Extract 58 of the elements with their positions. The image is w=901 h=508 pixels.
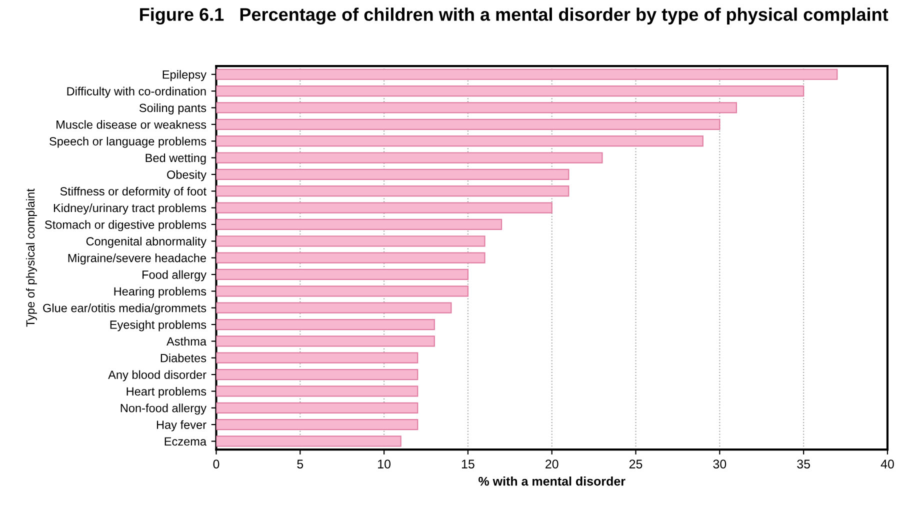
bar — [216, 302, 452, 314]
bar — [216, 286, 469, 297]
y-tick-label: Kidney/urinary tract problems — [54, 204, 206, 215]
bar — [216, 318, 435, 330]
y-tick-label: Asthma — [166, 336, 207, 346]
bar — [216, 136, 704, 147]
x-tick-label: 25 — [629, 460, 642, 468]
y-tick-label: Migraine/severe headache — [68, 254, 206, 265]
bar — [216, 336, 435, 347]
x-tick-label: 35 — [797, 460, 810, 468]
y-tick-label: Congenital abnormality — [86, 236, 207, 248]
bar — [216, 202, 552, 214]
bar — [216, 236, 486, 247]
y-tick-label: Hearing problems — [114, 286, 206, 298]
y-tick-label: Bed wetting — [146, 153, 206, 164]
y-tick-label: Obesity — [167, 170, 206, 182]
y-tick-label: Heart problems — [126, 386, 206, 398]
y-tick-label: Food allergy — [142, 270, 206, 282]
bar — [216, 436, 402, 447]
bar — [216, 102, 738, 114]
y-tick-label: Speech or language problems — [50, 136, 206, 148]
bar — [216, 252, 486, 264]
y-tick-label: Stiffness or deformity of foot — [60, 186, 206, 198]
x-tick-label: 15 — [462, 460, 474, 468]
x-tick-label: 10 — [378, 460, 391, 468]
bar — [216, 386, 418, 397]
y-tick-label: Eyesight problems — [110, 320, 206, 332]
x-tick-label: 5 — [297, 460, 304, 468]
y-tick-label: Diabetes — [160, 354, 206, 362]
bar — [216, 168, 570, 180]
chart-title: Figure 6.1 Percentage of children with a mental disorder by type of physical complaint — [140, 8, 888, 25]
bar — [216, 352, 418, 364]
y-tick-label: Hay fever — [156, 420, 206, 432]
bar — [216, 419, 418, 430]
y-tick-label: Epilepsy — [162, 70, 206, 82]
bar — [216, 118, 720, 130]
y-axis-title: Type of physical complaint — [26, 188, 37, 327]
bar — [216, 218, 502, 230]
y-tick-label: Eczema — [164, 437, 207, 446]
y-tick-label: Difficulty with co-ordination — [67, 86, 206, 98]
x-tick-label: 30 — [713, 460, 726, 468]
x-tick-label: 0 — [213, 460, 220, 468]
bar — [216, 368, 418, 380]
y-tick-label: Soiling pants — [139, 103, 206, 114]
y-tick-label: Any blood disorder — [108, 370, 206, 382]
y-tick-label: Stomach or digestive problems — [44, 220, 206, 232]
bar — [216, 186, 570, 197]
bar — [216, 402, 418, 414]
x-tick-label: 40 — [880, 460, 894, 468]
x-axis-title: % with a mental disorder — [478, 476, 626, 486]
bar — [216, 152, 603, 164]
y-tick-label: Glue ear/otitis media/grommets — [43, 304, 206, 315]
y-tick-label: Non-food allergy — [120, 404, 206, 415]
y-tick-label: Muscle disease or weakness — [56, 120, 206, 129]
x-tick-label: 20 — [546, 460, 558, 468]
bar — [216, 85, 804, 97]
bar — [216, 268, 469, 280]
bar — [216, 68, 838, 80]
